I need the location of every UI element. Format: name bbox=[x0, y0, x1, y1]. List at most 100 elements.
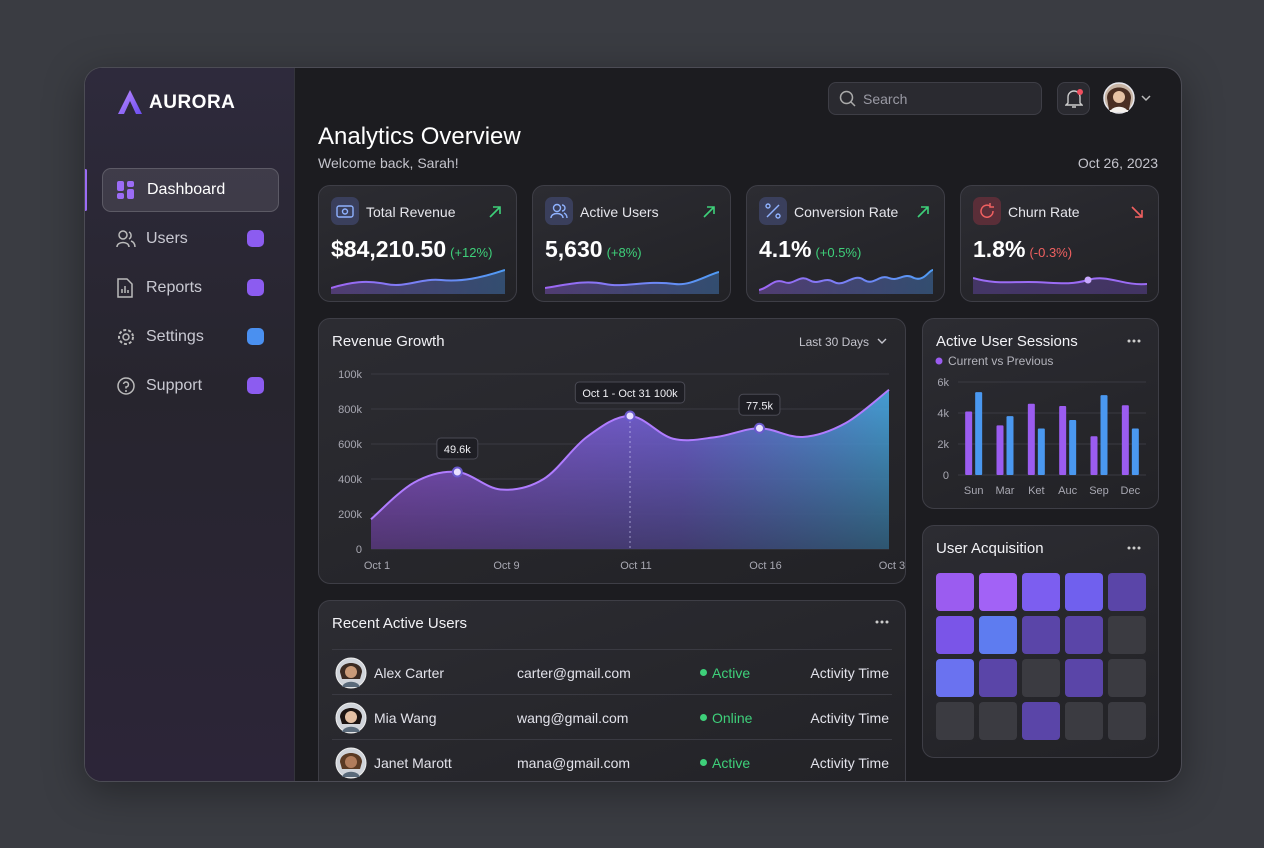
y-tick-label: 0 bbox=[356, 544, 362, 556]
graphic bbox=[550, 204, 568, 219]
y-tick-label: 400k bbox=[338, 474, 362, 486]
bar bbox=[1121, 405, 1129, 475]
graphic bbox=[345, 756, 357, 768]
activity-time: Activity Time bbox=[810, 710, 889, 726]
nav-item[interactable]: Support bbox=[102, 365, 277, 407]
x-tick-label: Ket bbox=[1028, 485, 1045, 497]
kpi-value-text: 5,630 bbox=[545, 236, 603, 262]
graphic bbox=[765, 203, 771, 209]
user-status: Online bbox=[712, 710, 753, 726]
kpi-icon bbox=[331, 197, 359, 225]
nav-label: Dashboard bbox=[147, 181, 226, 198]
heatmap-cell bbox=[936, 616, 974, 654]
table-row[interactable]: Mia Wang wang@gmail.com Online Activity Tim… bbox=[332, 694, 892, 740]
icon bbox=[765, 203, 781, 219]
sparkline bbox=[759, 269, 933, 294]
table-row[interactable]: Alex Carter carter@gmail.com Active Activit… bbox=[332, 649, 892, 695]
trend-arrow bbox=[489, 206, 501, 218]
user-status: Active bbox=[712, 755, 751, 771]
x-tick-label: Oct 9 bbox=[493, 560, 519, 572]
period-dropdown[interactable]: Last 30 Days bbox=[799, 335, 869, 349]
bar bbox=[1006, 416, 1014, 475]
heatmap-cell bbox=[1108, 659, 1146, 697]
graphic bbox=[117, 377, 135, 395]
sparkline bbox=[545, 271, 719, 294]
bar bbox=[975, 392, 983, 475]
nav-icon bbox=[117, 278, 133, 298]
bar bbox=[1069, 419, 1077, 475]
graphic bbox=[766, 204, 780, 218]
y-tick-label: 4k bbox=[937, 408, 949, 420]
kpi-value: 1.8% (-0.3%) bbox=[973, 236, 1072, 263]
heatmap-cell bbox=[1022, 616, 1060, 654]
search-box[interactable]: Search bbox=[828, 82, 1042, 115]
kpi-value-text: $84,210.50 bbox=[331, 236, 447, 262]
logo-icon bbox=[118, 90, 142, 114]
bar bbox=[1131, 428, 1139, 475]
nav-icon bbox=[117, 181, 134, 199]
graphic bbox=[331, 269, 505, 289]
y-tick-label: 0 bbox=[943, 470, 949, 482]
icon bbox=[980, 203, 994, 218]
heatmap-cell bbox=[979, 702, 1017, 740]
tooltip-box bbox=[738, 393, 781, 416]
graphic bbox=[116, 241, 130, 248]
bar bbox=[1027, 403, 1035, 475]
heatmap-cell bbox=[1022, 702, 1060, 740]
point-marker bbox=[624, 410, 636, 422]
kpi-card: Total Revenue $84,210.50 (+12%) bbox=[318, 185, 517, 302]
more-menu[interactable] bbox=[1127, 339, 1141, 343]
date: Oct 26, 2023 bbox=[1077, 155, 1158, 171]
graphic bbox=[850, 101, 856, 107]
nav-item[interactable]: Dashboard bbox=[102, 168, 279, 212]
nav-icon bbox=[118, 329, 134, 345]
x-tick-label: Oct 11 bbox=[620, 560, 652, 572]
chart-title: User Acquisition bbox=[936, 540, 1044, 557]
avatar bbox=[335, 657, 367, 689]
user-avatar[interactable] bbox=[1102, 82, 1158, 114]
sessions-card: Active User Sessions Current vs Previous… bbox=[922, 318, 1159, 509]
user-status: Active bbox=[712, 665, 751, 681]
nav-item[interactable]: Reports bbox=[102, 267, 277, 309]
trend-arrow bbox=[703, 206, 715, 218]
nav-item[interactable]: Users bbox=[102, 218, 277, 260]
nav-badge bbox=[247, 377, 264, 394]
notifications-button[interactable] bbox=[1057, 82, 1090, 115]
nav-badge bbox=[247, 230, 264, 247]
icon bbox=[336, 205, 354, 218]
kpi-icon bbox=[545, 197, 573, 225]
heatmap-cell bbox=[1065, 616, 1103, 654]
search-icon bbox=[839, 90, 856, 107]
sidebar: AURORA Dashboard Users Reports Settings … bbox=[85, 68, 295, 781]
nav-item[interactable]: Settings bbox=[102, 316, 277, 358]
heatmap-cell bbox=[1108, 702, 1146, 740]
page-subtitle: Welcome back, Sarah! bbox=[318, 155, 459, 171]
y-tick-label: 100k bbox=[338, 369, 362, 381]
chart-title: Revenue Growth bbox=[332, 333, 445, 350]
active-indicator bbox=[85, 169, 87, 211]
graphic bbox=[122, 381, 130, 389]
graphic bbox=[703, 206, 715, 218]
nav-label: Users bbox=[146, 230, 188, 247]
trend-arrow bbox=[1131, 206, 1143, 218]
y-tick-label: 200k bbox=[338, 509, 362, 521]
icon bbox=[550, 203, 568, 219]
y-tick-label: 6k bbox=[937, 377, 949, 389]
more-menu[interactable] bbox=[1127, 546, 1141, 550]
table-row[interactable]: Janet Marott mana@gmail.com Active Activity… bbox=[332, 739, 892, 781]
heatmap-cell bbox=[1065, 702, 1103, 740]
kpi-card: Churn Rate 1.8% (-0.3%) bbox=[960, 185, 1159, 302]
more-menu[interactable] bbox=[875, 619, 891, 625]
revenue-card: Revenue Growth Last 30 Days 0 200k 400k 600… bbox=[318, 318, 906, 584]
nav-label: Support bbox=[146, 377, 203, 394]
revenue-chart: Revenue Growth Last 30 Days 0 200k 400k 600… bbox=[332, 333, 905, 572]
dropdown-chevron[interactable] bbox=[877, 338, 887, 344]
graphic bbox=[1065, 90, 1083, 106]
nav-label: Reports bbox=[146, 279, 203, 296]
kpi-value: 5,630 (+8%) bbox=[545, 236, 642, 263]
graphic bbox=[342, 726, 360, 732]
tooltip-box bbox=[574, 381, 686, 404]
graphic bbox=[1113, 91, 1125, 103]
